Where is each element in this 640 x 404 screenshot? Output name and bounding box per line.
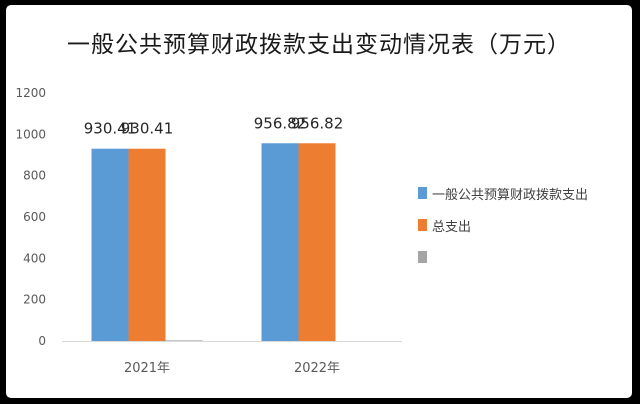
chart-panel: 一般公共预算财政拨款支出变动情况表（万元） 0 200 400 600 800 1000 1… [6,5,632,398]
data-label: 930.41 [121,120,174,138]
y-tick-label: 0 [38,334,46,348]
legend-swatch [418,219,427,231]
data-label: 930.41 [84,120,137,138]
bar [298,143,336,341]
legend-item: 总支出 [418,217,588,235]
bar [261,143,299,341]
legend-label: 总支出 [432,219,472,235]
y-tick-label: 600 [23,210,46,224]
chart-legend: 一般公共预算财政拨款支出 总支出 [418,185,588,281]
chart-title: 一般公共预算财政拨款支出变动情况表（万元） [67,32,571,58]
legend-swatch [418,187,427,199]
legend-item: 一般公共预算财政拨款支出 [418,185,589,203]
x-tick-label: 2021年 [124,361,170,376]
data-label: 956.82 [254,114,307,132]
y-tick-label: 1200 [15,86,46,100]
y-tick-label: 1000 [15,127,46,141]
y-tick-label: 800 [23,169,46,183]
bar [165,340,203,341]
x-tick-label: 2022年 [294,361,340,376]
data-label: 956.82 [291,114,344,132]
y-tick-label: 200 [23,293,46,307]
legend-label: 一般公共预算财政拨款支出 [432,187,589,203]
y-tick-label: 400 [23,251,46,265]
legend-swatch [418,251,427,263]
bar [91,148,129,341]
bar [128,148,166,341]
legend-item [418,249,588,265]
